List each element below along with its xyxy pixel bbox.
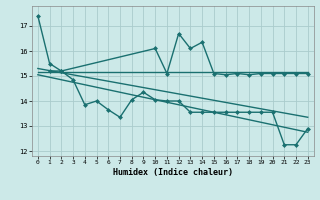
X-axis label: Humidex (Indice chaleur): Humidex (Indice chaleur) xyxy=(113,168,233,177)
